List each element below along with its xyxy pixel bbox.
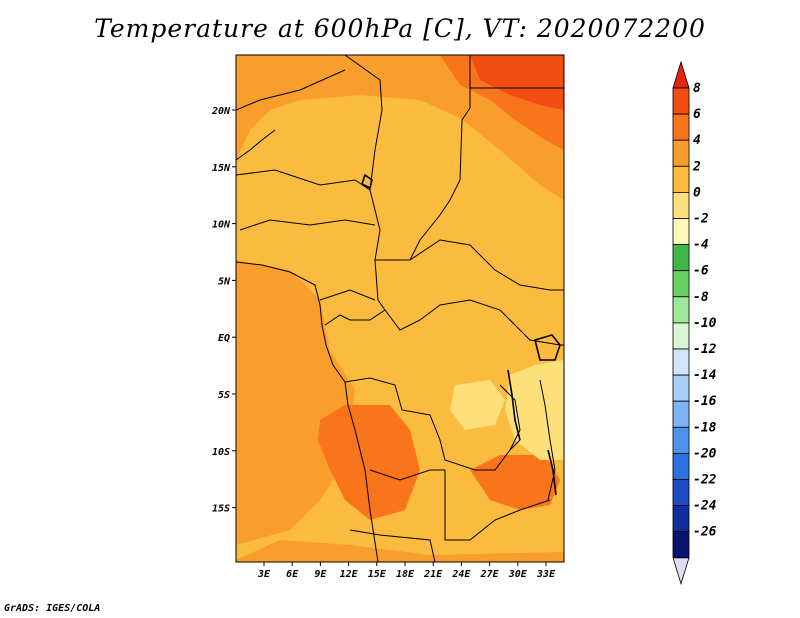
border-line	[344, 377, 521, 471]
lon-tick-label: 15E	[368, 569, 387, 580]
lat-tick-label: 5N	[218, 276, 231, 287]
credit-label: GrADS: IGES/COLA	[4, 603, 101, 614]
border-line	[375, 239, 564, 291]
lat-tick-label: EQ	[218, 333, 230, 344]
lat-tick-label: 5S	[218, 390, 230, 401]
colorbar-label: -4	[693, 238, 709, 253]
lon-tick-label: 3E	[257, 569, 271, 580]
colorbar: 8 6 4 2 0 -2 -4 -6 -8 -10 -12 -14 -16 -18 -20 -22 -24 -26	[672, 60, 717, 586]
latitude-axis: 20N 15N 10N 5N EQ 5S 10S 15S	[211, 106, 236, 515]
lon-tick-label: 12E	[340, 569, 359, 580]
lakes	[361, 173, 561, 496]
colorbar-label: 6	[693, 107, 701, 122]
map-title: Temperature at 600hPa [C], VT: 202007220…	[94, 14, 706, 43]
colorbar-swatch	[672, 531, 690, 559]
border-line	[499, 384, 521, 451]
border-line	[239, 219, 376, 231]
hot-zone-angola	[318, 405, 420, 520]
lon-tick-label: 6E	[286, 569, 299, 580]
colorbar-label: 0	[693, 185, 701, 200]
hot-patch-south	[470, 455, 560, 510]
lon-tick-label: 30E	[508, 569, 528, 580]
colorbar-label: -18	[693, 420, 717, 435]
colorbar-swatch	[672, 165, 690, 193]
colorbar-swatch	[672, 139, 690, 167]
border-line	[539, 379, 556, 501]
colorbar-swatch	[672, 218, 690, 246]
colorbar-label: -20	[693, 446, 717, 461]
colorbar-label: -2	[693, 212, 709, 227]
cool-patch-lake	[450, 380, 505, 430]
colorbar-swatch	[672, 191, 690, 219]
temperature-field	[236, 55, 564, 562]
colorbar-top-arrow	[672, 60, 690, 89]
lake-malawi	[547, 449, 557, 496]
colorbar-label: -16	[693, 394, 717, 409]
lon-tick-label: 27E	[480, 569, 500, 580]
colorbar-swatch	[672, 505, 690, 533]
colorbar-swatch	[672, 296, 690, 324]
colorbar-swatch	[672, 244, 690, 272]
colorbar-swatch	[672, 426, 690, 454]
colorbar-label: -6	[693, 264, 709, 279]
lon-tick-label: 33E	[536, 569, 556, 580]
colorbar-label: 4	[693, 133, 701, 148]
border-line	[236, 69, 346, 111]
colorbar-label: -10	[693, 316, 717, 331]
lat-tick-label: 10N	[212, 220, 231, 231]
colorbar-swatch	[672, 479, 690, 507]
border-line	[236, 129, 276, 161]
colorbar-label: -24	[693, 499, 717, 514]
colorbar-swatch	[672, 270, 690, 298]
map-frame	[235, 54, 565, 563]
colorbar-swatch	[672, 400, 690, 428]
colorbar-label: -12	[693, 342, 717, 357]
border-line	[324, 299, 521, 331]
border-line	[349, 529, 436, 562]
lat-tick-label: 15S	[212, 504, 230, 515]
lat-tick-label: 15N	[212, 163, 231, 174]
warm-zone-west	[236, 260, 355, 545]
border-line	[236, 169, 371, 191]
lon-tick-label: 21E	[423, 569, 443, 580]
colorbar-swatch	[672, 348, 690, 376]
colorbar-swatch	[672, 322, 690, 350]
hottest-zone-northeast	[470, 55, 564, 110]
lat-tick-label: 10S	[212, 447, 230, 458]
colorbar-swatch	[672, 87, 690, 115]
warm-patch-southeast	[236, 540, 564, 562]
colorbar-swatch	[672, 113, 690, 141]
colorbar-swatch	[672, 374, 690, 402]
colorbar-label: -14	[693, 368, 717, 383]
longitude-axis: 3E 6E 9E 12E 15E 18E 21E 24E 27E 30E 33E	[257, 562, 556, 580]
country-borders	[236, 55, 564, 562]
colorbar-label: -26	[693, 525, 717, 540]
border-line	[369, 469, 551, 541]
border-line	[319, 289, 376, 301]
lake-chad	[361, 173, 373, 190]
colorbar-swatch	[672, 452, 690, 480]
lon-tick-label: 9E	[314, 569, 327, 580]
colorbar-label: 2	[692, 159, 701, 174]
lat-tick-label: 20N	[211, 106, 231, 117]
lake-tanganyika	[507, 369, 521, 441]
colorbar-bottom-arrow	[672, 557, 690, 586]
border-line	[519, 329, 564, 346]
lon-tick-label: 18E	[396, 569, 415, 580]
colorbar-label: 8	[693, 81, 701, 96]
coastline-west	[236, 261, 379, 562]
border-line	[409, 55, 471, 261]
lon-tick-label: 24E	[451, 569, 471, 580]
colorbar-label: -22	[693, 473, 717, 488]
lake-victoria	[534, 334, 561, 361]
colorbar-label: -8	[693, 290, 709, 305]
